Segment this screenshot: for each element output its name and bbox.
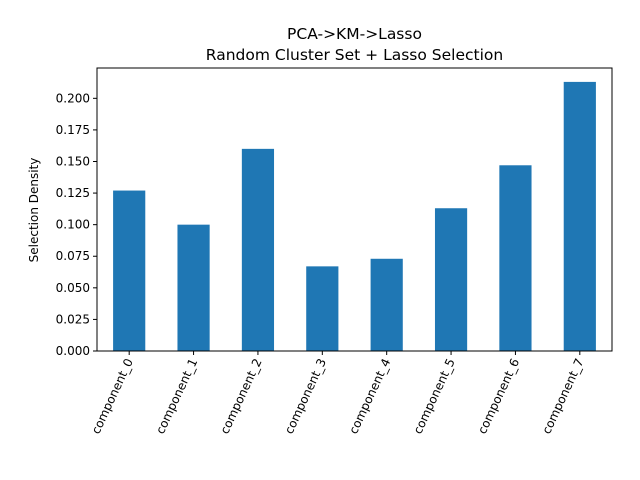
bar-component_5 xyxy=(434,208,468,351)
bar-component_1 xyxy=(177,224,210,351)
bar-component_0 xyxy=(113,190,146,351)
bar-component_6 xyxy=(499,165,532,351)
bar-component_7 xyxy=(563,81,596,351)
bar-component_2 xyxy=(241,148,275,351)
plot-frame xyxy=(96,67,613,352)
bar-component_3 xyxy=(306,266,339,351)
y-tick-label: 0.125 xyxy=(56,186,90,200)
y-tick-label: 0.050 xyxy=(56,281,90,295)
y-tick-label: 0.075 xyxy=(56,249,90,263)
y-tick-label: 0.000 xyxy=(56,344,90,358)
x-tick-label: component_1 xyxy=(153,356,200,436)
bars-group xyxy=(113,81,596,351)
y-tick-label: 0.025 xyxy=(56,312,90,326)
x-tick-label: component_2 xyxy=(218,356,265,436)
y-tick-label: 0.100 xyxy=(56,218,90,232)
x-tick-label: component_0 xyxy=(89,356,136,436)
x-axis: component_0 component_1 component_2 compone… xyxy=(89,351,587,436)
x-tick-label: component_6 xyxy=(475,356,522,436)
x-tick-label: component_3 xyxy=(282,356,329,436)
y-tick-label: 0.175 xyxy=(56,123,90,137)
y-tick-label: 0.150 xyxy=(56,154,90,168)
bar-component_4 xyxy=(370,258,403,351)
y-tick-label: 0.200 xyxy=(56,91,90,105)
x-tick-label: component_7 xyxy=(539,356,586,436)
x-tick-label: component_5 xyxy=(411,356,458,436)
y-axis: 0.000 0.025 0.050 0.075 0.100 0.125 0.150 0.175… xyxy=(56,91,97,358)
chart-title-line1: PCA->KM->Lasso xyxy=(287,25,422,43)
x-tick-label: component_4 xyxy=(346,356,393,436)
y-axis-label: Selection Density xyxy=(27,158,41,263)
chart-title-line2: Random Cluster Set + Lasso Selection xyxy=(206,46,503,64)
